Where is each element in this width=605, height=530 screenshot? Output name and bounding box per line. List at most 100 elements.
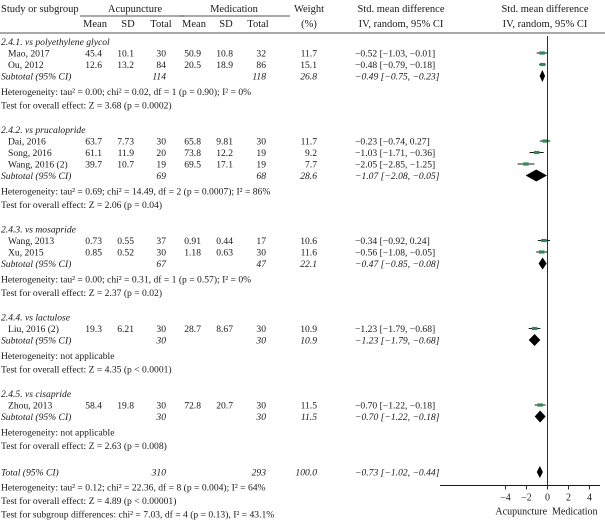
subtotal-estimate: −1.07 [−2.08, −0.05] [355,171,440,182]
study-weight: 11.6 [301,248,318,259]
axis-right-label: Medication [552,507,598,518]
study-sd-acupuncture: 0.52 [117,248,134,259]
study-estimate: −0.48 [−0.79, −0.18] [355,60,435,71]
study-total-acupuncture: 84 [156,60,166,71]
header-mean-2: Mean [182,19,207,30]
study-name: Dai, 2016 [8,137,46,148]
study-mean-medication: 0.91 [184,236,201,247]
study-name: Liu, 2016 (2) [8,324,59,335]
subtotal-total-medication: 47 [256,259,267,270]
study-sd-acupuncture: 6.21 [117,324,134,335]
heterogeneity-text: Heterogeneity: tau² = 0.00; chi² = 0.31,… [1,275,251,286]
study-marker-point [541,238,547,243]
footer-statistic: Test for overall effect: Z = 4.89 (p < 0… [1,496,176,507]
study-estimate: −1.03 [−1.71, −0.36] [355,148,435,159]
total-weight: 100.0 [295,468,317,479]
study-weight: 10.6 [300,236,317,247]
subtotal-total-medication: 30 [255,412,266,423]
subtotal-label: Subtotal (95% CI) [1,72,71,83]
header-plot-method: IV, random, 95% CI [503,19,588,30]
subgroup-title: 2.4.2. vs prucalopride [1,125,86,136]
study-name: Zhou, 2013 [8,401,52,412]
study-weight: 7.7 [305,160,317,171]
subtotal-weight: 10.9 [300,336,317,347]
study-total-acupuncture: 30 [156,324,166,335]
study-mean-acupuncture: 12.6 [85,60,102,71]
subtotal-diamond [528,334,541,346]
study-mean-medication: 73.8 [184,148,201,159]
subtotal-total-acupuncture: 114 [152,72,166,83]
study-name: Wang, 2013 [8,236,54,247]
overall-effect-text: Test for overall effect: Z = 2.06 (p = 0… [1,200,162,211]
header-sd-1: SD [121,19,135,30]
total-label: Total (95% CI) [1,468,59,479]
subgroup-title: 2.4.3. vs mosapride [1,225,77,236]
subtotal-weight: 26.8 [300,72,317,83]
subtotal-total-acupuncture: 30 [155,412,166,423]
subtotal-total-acupuncture: 67 [156,259,167,270]
subtotal-total-medication: 118 [252,72,266,83]
study-mean-medication: 20.5 [184,60,201,71]
study-sd-medication: 18.9 [216,60,233,71]
study-total-medication: 86 [256,60,266,71]
study-mean-medication: 69.5 [184,160,201,171]
header-sd-2: SD [219,19,233,30]
total-diamond [536,466,543,478]
study-name: Ou, 2012 [8,60,44,71]
subtotal-label: Subtotal (95% CI) [1,412,71,423]
study-name: Wang, 2016 (2) [8,160,68,171]
subtotal-label: Subtotal (95% CI) [1,259,71,270]
study-sd-medication: 10.8 [216,49,233,60]
heterogeneity-text: Heterogeneity: not applicable [1,351,114,362]
study-marker-point [531,326,538,331]
subtotal-total-medication: 30 [255,336,266,347]
axis-left-label: Acupuncture [495,507,547,518]
study-sd-medication: 0.63 [216,248,233,259]
study-total-acupuncture: 30 [156,49,166,60]
study-weight: 11.7 [301,137,318,148]
study-marker-point [539,62,546,67]
study-name: Xu, 2015 [8,248,44,259]
study-total-acupuncture: 30 [156,401,166,412]
overall-effect-text: Test for overall effect: Z = 2.63 (p = 0… [1,441,167,452]
study-mean-medication: 65.8 [184,137,201,148]
x-axis: −4 −2 0 2 4 Acupuncture Medication [440,36,600,518]
study-sd-acupuncture: 10.7 [117,160,134,171]
study-weight: 11.5 [301,401,318,412]
header-study: Study or subgroup [1,4,79,15]
subgroup-title: 2.4.5. vs cisapride [1,389,72,400]
header-acupuncture: Acupuncture [108,4,163,15]
subtotal-weight: 28.6 [300,171,317,182]
study-sd-acupuncture: 7.73 [117,137,134,148]
study-mean-medication: 50.9 [184,49,201,60]
axis-tick-label: 2 [566,493,571,504]
subtotal-estimate: −0.70 [−1.22, −0.18] [355,412,440,423]
study-sd-acupuncture: 11.9 [118,148,135,159]
overall-effect-text: Test for overall effect: Z = 3.68 (p = 0… [1,101,172,112]
subtotal-total-medication: 68 [256,171,266,182]
study-total-acupuncture: 37 [156,236,166,247]
study-weight: 11.7 [301,49,318,60]
study-total-acupuncture: 20 [156,148,166,159]
study-mean-acupuncture: 0.85 [85,248,102,259]
total-acupuncture: 310 [151,468,167,479]
study-estimate: −0.52 [−1.03, −0.01] [355,49,435,60]
header-weight: Weight [294,4,324,15]
study-sd-medication: 9.81 [216,137,233,148]
header-estimate-method: IV, random, 95% CI [359,19,444,30]
study-weight: 9.2 [305,148,317,159]
study-sd-acupuncture: 0.55 [117,236,134,247]
subtotal-estimate: −1.23 [−1.79, −0.68] [355,336,440,347]
study-total-medication: 32 [256,49,266,60]
total-medication: 293 [252,468,267,479]
study-total-medication: 19 [256,160,266,171]
header-medication: Medication [210,4,259,15]
subtotal-estimate: −0.47 [−0.85, −0.08] [355,259,440,270]
study-mean-medication: 1.18 [184,248,201,259]
study-mean-acupuncture: 39.7 [85,160,102,171]
study-weight: 10.9 [300,324,317,335]
study-mean-acupuncture: 45.4 [85,49,102,60]
footer-statistic: Test for subgroup differences: chi² = 7.… [1,510,274,521]
